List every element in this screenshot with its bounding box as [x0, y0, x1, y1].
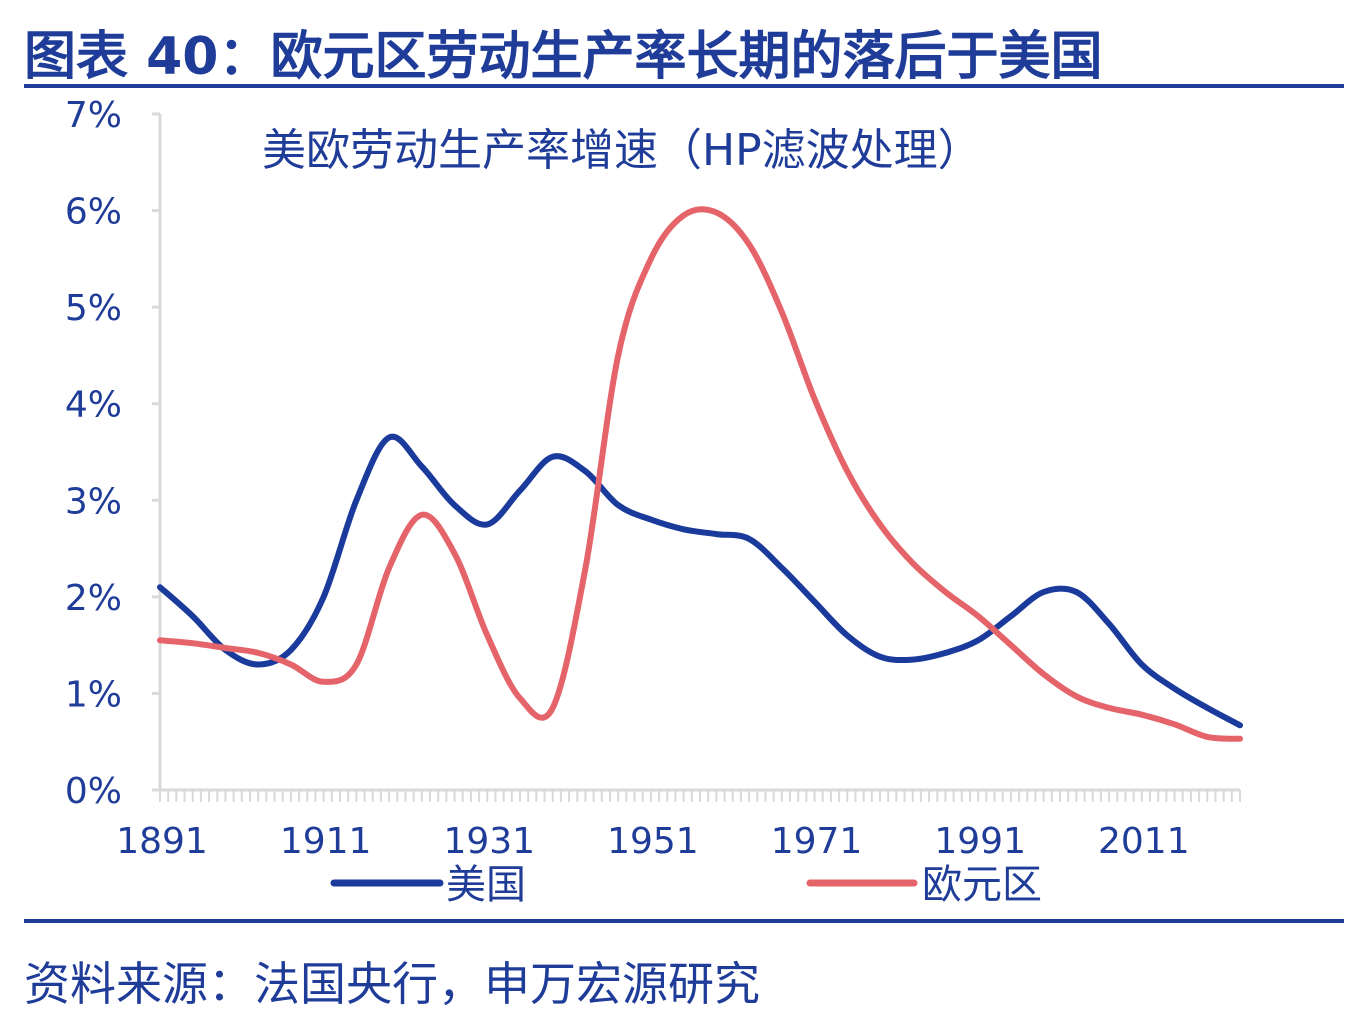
- y-tick-label: 7%: [65, 95, 122, 136]
- y-axis: 0% 1% 2% 3% 4% 5% 6% 7%: [65, 95, 162, 812]
- x-axis: 1891 1911 1931 1951 1971 1991 2011: [116, 788, 1241, 862]
- title-underline: [24, 84, 1344, 88]
- legend-label: 欧元区: [922, 862, 1042, 908]
- x-tick-label: 1991: [934, 821, 1026, 862]
- y-tick-label: 1%: [65, 674, 122, 715]
- y-tick-label: 6%: [65, 192, 122, 233]
- y-tick-label: 2%: [65, 578, 122, 619]
- y-tick-label: 3%: [65, 481, 122, 522]
- source-note: 资料来源：法国央行，申万宏源研究: [24, 957, 760, 1011]
- y-tick-label: 0%: [65, 771, 122, 812]
- x-tick-label: 1891: [116, 821, 208, 862]
- x-tick-label: 1971: [771, 821, 863, 862]
- chart-title: 美欧劳动生产率增速（HP滤波处理）: [262, 125, 982, 176]
- x-tick-label: 1911: [280, 821, 372, 862]
- y-tick-label: 5%: [65, 288, 122, 329]
- euro-series-line: [157, 206, 1243, 742]
- x-tick-label: 1951: [607, 821, 699, 862]
- legend-label: 美国: [446, 862, 526, 908]
- x-tick-label: 1931: [443, 821, 535, 862]
- figure-title: 图表 40：欧元区劳动生产率长期的落后于美国: [24, 27, 1103, 87]
- y-tick-label: 4%: [65, 385, 122, 426]
- series-lines: [157, 206, 1243, 742]
- x-tick-label: 2011: [1098, 821, 1190, 862]
- footer-rule: [24, 919, 1344, 923]
- line-chart: 0% 1% 2% 3% 4% 5% 6% 7% 1891 1911 1931 1951 1971 199…: [65, 95, 1243, 908]
- us-series-line: [157, 433, 1243, 729]
- legend: 美国 欧元区: [330, 862, 1042, 908]
